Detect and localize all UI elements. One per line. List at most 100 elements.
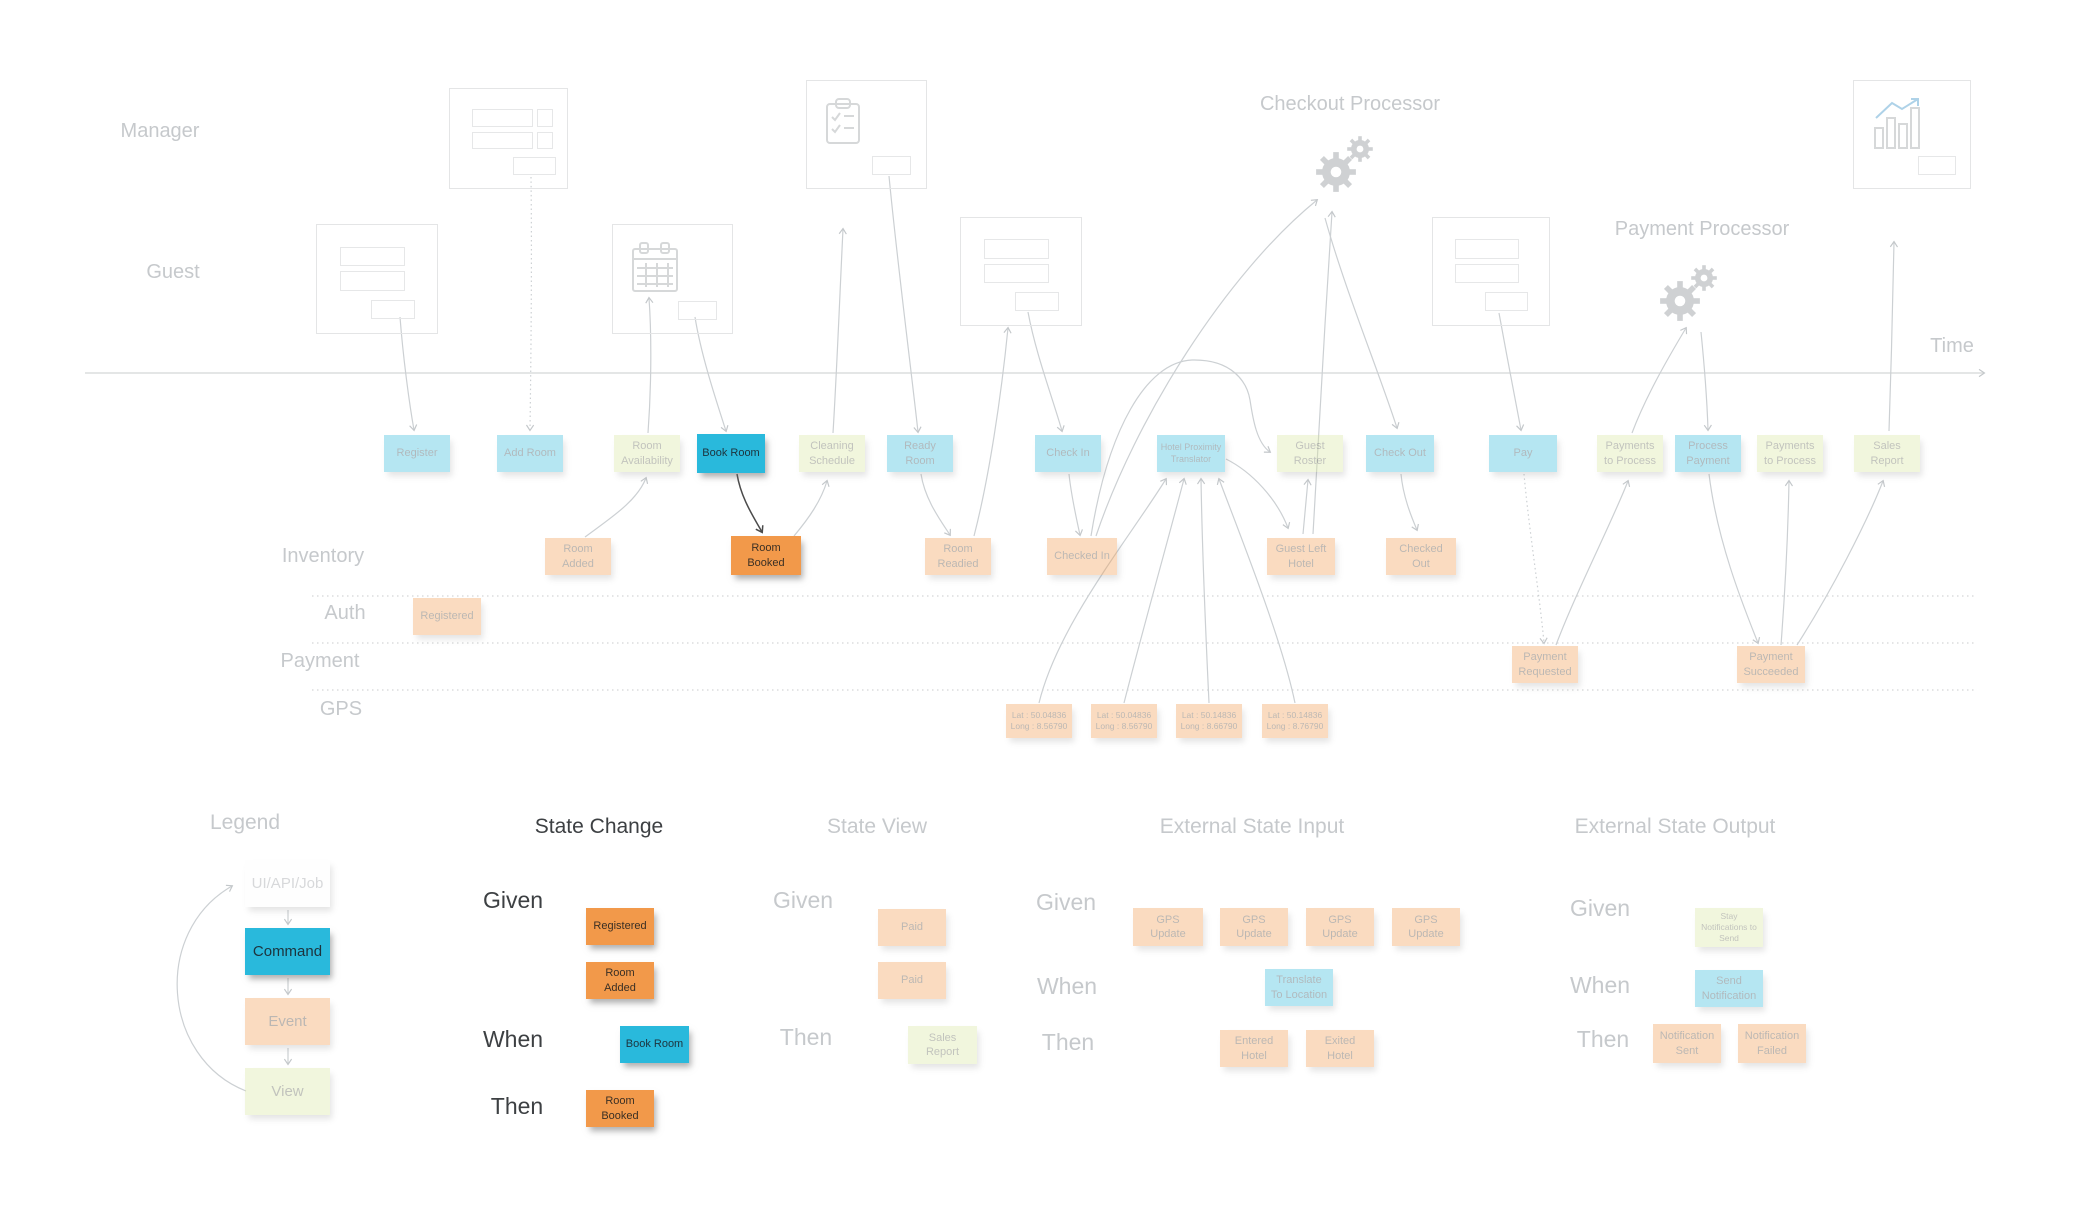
external-state-output-row-label-given: Given [1569, 895, 1631, 921]
legend-sticky-view[interactable]: View [245, 1068, 330, 1115]
sticky-gps-1[interactable]: Lat : 50.04836 Long : 8.56790 [1006, 704, 1072, 738]
legend-sticky-command[interactable]: Command [245, 928, 330, 975]
sticky-hotel-proximity-translator[interactable]: Hotel Proximity Translator [1157, 435, 1225, 472]
state-view-sticky[interactable]: Paid [878, 909, 946, 946]
sticky-payments-to-process-2[interactable]: Payments to Process [1757, 435, 1823, 472]
state-change-sticky[interactable]: Book Room [620, 1026, 689, 1063]
external-state-input-sticky[interactable]: GPS Update [1392, 908, 1460, 946]
sticky-payments-to-process-1[interactable]: Payments to Process [1597, 435, 1663, 472]
sticky-pay[interactable]: Pay [1489, 435, 1557, 472]
sticky-payment-succeeded[interactable]: Payment Succeeded [1737, 646, 1805, 683]
wireframe-input [472, 131, 533, 150]
legend-sticky-ui-api-job[interactable]: UI/API/Job [245, 860, 330, 907]
connector-book-room-to-room-booked [736, 473, 764, 534]
wireframe-button [872, 155, 912, 175]
wireframe-button [678, 300, 718, 320]
sticky-room-availability[interactable]: Room Availability [614, 435, 680, 472]
external-state-output-sticky[interactable]: Send Notification [1695, 970, 1763, 1007]
connector-calendar-form-to-book-room [694, 316, 729, 433]
state-view-sticky[interactable]: Paid [878, 962, 946, 999]
state-change-sticky[interactable]: Room Booked [586, 1090, 654, 1127]
sticky-gps-3[interactable]: Lat : 50.14836 Long : 8.66790 [1176, 704, 1242, 738]
wireframe-button [1015, 291, 1059, 311]
external-state-input-sticky[interactable]: Translate To Location [1265, 969, 1333, 1006]
sticky-guest-left-hotel[interactable]: Guest Left Hotel [1267, 538, 1335, 575]
pattern-title-external-state-input: External State Input [1159, 815, 1345, 838]
clipboard-checklist-icon [826, 98, 861, 145]
lane-label-auth: Auth [324, 602, 366, 624]
sticky-registered[interactable]: Registered [413, 598, 481, 635]
wireframe-input [983, 264, 1050, 284]
lane-label-gps: GPS [319, 698, 363, 720]
sticky-guest-roster[interactable]: Guest Roster [1277, 435, 1343, 472]
time-axis-label: Time [1930, 335, 1974, 357]
sticky-sales-report[interactable]: Sales Report [1854, 435, 1920, 472]
sticky-room-readied[interactable]: Room Readied [925, 538, 991, 575]
external-state-input-sticky[interactable]: GPS Update [1306, 908, 1374, 946]
calendar-icon [632, 242, 679, 293]
external-state-output-row-label-when: When [1569, 972, 1631, 998]
external-state-input-row-label-given: Given [1035, 889, 1097, 915]
wireframe-input [339, 271, 406, 291]
state-change-sticky[interactable]: Room Added [586, 962, 654, 999]
state-view-row-label-given: Given [772, 887, 834, 913]
connector-process-payment-to-payment-succeeded [1708, 473, 1761, 645]
wireframe-input [472, 108, 533, 127]
lane-label-inventory: Inventory [281, 545, 365, 567]
external-state-output-sticky[interactable]: Notification Failed [1738, 1024, 1806, 1063]
wireframe-check-out-form [1432, 217, 1550, 326]
sticky-book-room[interactable]: Book Room [697, 434, 765, 473]
connector-room-added-to-room-availability [584, 476, 649, 538]
connector-gps-2-to-translator [1123, 477, 1187, 704]
sticky-payment-requested[interactable]: Payment Requested [1512, 646, 1578, 683]
connector-room-readied-to-check-in-form [973, 326, 1012, 537]
sticky-room-added[interactable]: Room Added [545, 538, 611, 575]
wireframe-input [1455, 264, 1519, 284]
wireframe-check-in-form [960, 217, 1082, 326]
state-view-sticky[interactable]: Sales Report [908, 1026, 977, 1064]
wireframe-button [513, 157, 557, 176]
pattern-title-state-change: State Change [534, 815, 664, 838]
external-state-output-sticky[interactable]: Stay Notifications to Send [1695, 908, 1763, 947]
connector-clipboard-form-to-ready-room [888, 175, 922, 434]
sticky-check-in[interactable]: Check In [1035, 435, 1101, 472]
payment-processor-gears [1656, 261, 1722, 325]
external-state-input-sticky[interactable]: GPS Update [1133, 908, 1203, 946]
connector-check-in-form-to-check-in [1027, 311, 1065, 433]
connector-gps-1-to-translator [1038, 477, 1168, 704]
sticky-checked-in[interactable]: Checked In [1047, 538, 1117, 575]
sticky-cleaning-schedule[interactable]: Cleaning Schedule [799, 435, 865, 472]
processor-label-payment: Payment Processor [1614, 218, 1790, 240]
sticky-process-payment[interactable]: Process Payment [1675, 435, 1741, 472]
external-state-input-sticky[interactable]: Exited Hotel [1306, 1030, 1374, 1067]
connector-checked-in-to-checkout-processor [1095, 199, 1319, 537]
sticky-checked-out[interactable]: Checked Out [1386, 538, 1456, 575]
external-state-output-sticky[interactable]: Notification Sent [1653, 1024, 1721, 1063]
connector-cleaning-schedule-to-clipboard [832, 227, 847, 434]
wireframe-input [339, 246, 406, 266]
sales-chart-icon [1874, 97, 1921, 149]
connector-sales-report-to-chart [1888, 240, 1899, 432]
wireframe-input [983, 239, 1050, 259]
sticky-register[interactable]: Register [384, 435, 450, 472]
state-change-sticky[interactable]: Registered [586, 908, 654, 945]
sticky-add-room[interactable]: Add Room [497, 435, 563, 472]
sticky-gps-4[interactable]: Lat : 50.14836 Long : 8.76790 [1262, 704, 1328, 738]
sticky-ready-room[interactable]: Ready Room [887, 435, 953, 472]
lane-label-payment: Payment [280, 650, 360, 672]
legend-sticky-event[interactable]: Event [245, 998, 330, 1045]
external-state-input-sticky[interactable]: Entered Hotel [1220, 1030, 1288, 1067]
sticky-check-out[interactable]: Check Out [1366, 435, 1434, 472]
sticky-gps-2[interactable]: Lat : 50.04836 Long : 8.56790 [1091, 704, 1157, 738]
connector-check-in-to-checked-in [1068, 473, 1083, 537]
connector-manager-form-to-add-room [525, 176, 535, 432]
external-state-input-sticky[interactable]: GPS Update [1220, 908, 1288, 946]
connector-gps-4-to-translator [1216, 477, 1296, 704]
connector-payment-succeeded-to-sales-report [1796, 479, 1886, 646]
wireframe-button [1485, 291, 1528, 311]
connector-guest-left-hotel-to-guest-roster [1302, 478, 1312, 535]
sticky-room-booked[interactable]: Room Booked [731, 536, 801, 575]
gears-icon [1660, 265, 1717, 321]
wireframe-checkbox [536, 131, 553, 150]
